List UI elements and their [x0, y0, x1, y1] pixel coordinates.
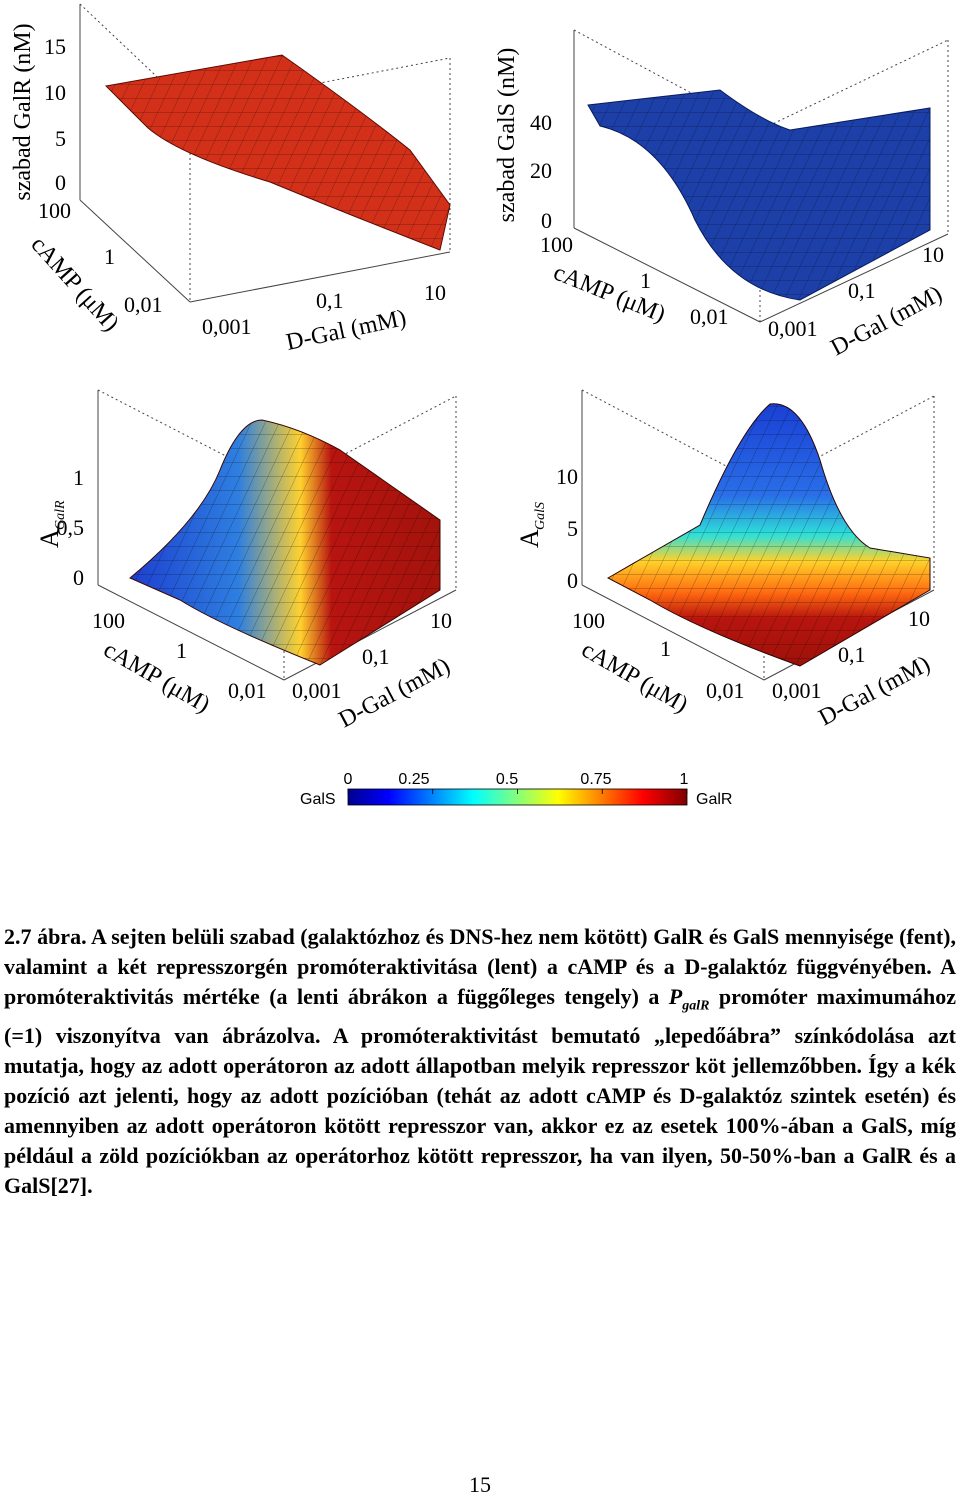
panel-top-left: 15 10 5 0 szabad GalR (nM) 100 1 0,01 cA… [10, 3, 451, 356]
z-tick: 5 [567, 516, 578, 541]
camp-tick: 1 [104, 244, 115, 269]
dgal-tick: 0,001 [202, 314, 252, 339]
dgal-tick: 10 [430, 608, 452, 633]
z-axis-label: A [515, 529, 544, 548]
dgal-tick: 0,1 [362, 644, 390, 669]
camp-tick: 100 [572, 608, 605, 633]
camp-tick: 100 [540, 232, 573, 257]
colorbar-left-label: GalS [300, 791, 336, 808]
camp-tick: 0,01 [124, 292, 163, 317]
camp-axis-label: cAMP (μM) [550, 259, 669, 327]
colorbar-tick: 0.25 [398, 771, 429, 788]
z-tick: 0 [73, 565, 84, 590]
camp-axis-label: cAMP (μM) [99, 637, 214, 719]
caption-text-2: promóter maximumához (=1) viszonyítva va… [4, 984, 957, 1199]
z-axis-label-sub: GalS [533, 502, 548, 530]
z-tick: 10 [556, 464, 578, 489]
dgal-tick: 0,1 [848, 278, 876, 303]
dgal-tick: 10 [922, 242, 944, 267]
camp-tick: 0,01 [690, 304, 729, 329]
figure: 15 10 5 0 szabad GalR (nM) 100 1 0,01 cA… [10, 3, 949, 808]
camp-tick: 1 [640, 268, 651, 293]
z-tick: 10 [44, 80, 66, 105]
colorbar-tick: 0.5 [496, 771, 518, 788]
z-tick: 40 [530, 110, 552, 135]
figure-caption: 2.7 ábra. A sejten belüli szabad (galakt… [4, 922, 956, 1201]
axes-box [79, 3, 451, 303]
camp-tick: 0,01 [228, 678, 267, 703]
panel-bottom-right: 10 5 0 A GalS 100 1 0,01 cAMP (μM) 0,001… [515, 389, 935, 731]
z-axis-label: szabad GalR (nM) [10, 23, 36, 200]
dgal-tick: 10 [908, 606, 930, 631]
camp-tick: 100 [92, 608, 125, 633]
z-axis-label: szabad GalS (nM) [494, 48, 520, 223]
camp-tick: 1 [176, 638, 187, 663]
camp-tick: 1 [660, 636, 671, 661]
dgal-axis-label: D-Gal (mM) [815, 651, 935, 731]
colorbar-tick: 0.75 [580, 771, 611, 788]
z-tick: 15 [44, 34, 66, 59]
caption-text-1: 2.7 ábra. A sejten belüli szabad (galakt… [4, 924, 956, 1009]
dgal-tick: 0,001 [772, 678, 822, 703]
dgal-tick: 0,1 [838, 642, 866, 667]
camp-tick: 0,01 [706, 678, 745, 703]
z-tick: 0 [55, 170, 66, 195]
dgal-axis-label: D-Gal (mM) [284, 305, 409, 356]
p-subscript: galR [682, 998, 710, 1014]
axes-box [97, 389, 457, 681]
dgal-tick: 10 [424, 280, 446, 305]
z-axis-label-sub: GalR [53, 500, 68, 530]
dgal-axis-label: D-Gal (mM) [335, 653, 455, 733]
z-tick: 20 [530, 158, 552, 183]
p-symbol: P [668, 984, 683, 1009]
dgal-tick: 0,001 [292, 678, 342, 703]
z-tick: 0,5 [57, 515, 85, 540]
panel-bottom-left: 1 0,5 0 A GalR 100 1 0,01 cAMP (μM) 0,00… [35, 389, 457, 733]
dgal-axis-label: D-Gal (mM) [827, 281, 947, 361]
colorbar-right-label: GalR [696, 791, 732, 808]
page-number: 15 [469, 1472, 491, 1497]
z-tick: 0 [567, 568, 578, 593]
dgal-tick: 0,001 [768, 316, 818, 341]
z-tick: 0 [541, 208, 552, 233]
colorbar-tick: 0 [344, 771, 353, 788]
camp-tick: 100 [38, 198, 71, 223]
camp-axis-label: cAMP (μM) [577, 637, 692, 719]
z-axis-label: A [35, 529, 64, 548]
colorbar-tick: 1 [680, 771, 689, 788]
colorbar: 0 0.25 0.5 0.75 1 GalS GalR [300, 771, 732, 808]
panel-top-right: 40 20 0 szabad GalS (nM) 100 1 0,01 cAMP… [494, 29, 949, 361]
dgal-tick: 0,1 [316, 288, 344, 313]
z-tick: 5 [55, 126, 66, 151]
z-tick: 1 [73, 465, 84, 490]
